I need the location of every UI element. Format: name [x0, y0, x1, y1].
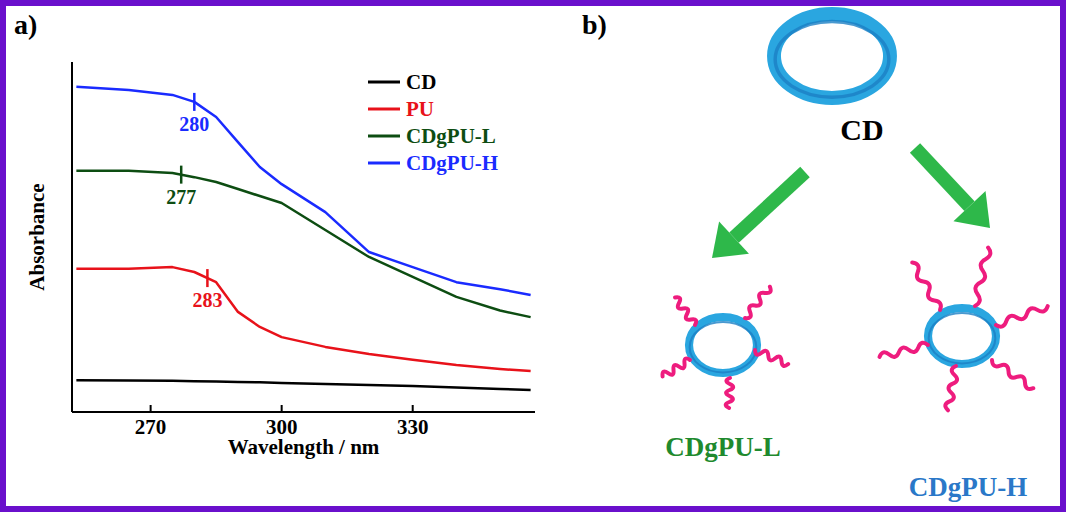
- legend-swatch: [368, 162, 400, 165]
- background: [0, 0, 1066, 512]
- arrow-head: [712, 221, 749, 258]
- peak-marker: [180, 166, 183, 184]
- peak-label: 283: [192, 289, 222, 311]
- x-axis: [72, 411, 535, 413]
- peak-marker: [206, 269, 209, 287]
- pu-chain: [745, 287, 771, 318]
- legend-swatch: [368, 108, 400, 111]
- pu-chain: [975, 248, 990, 307]
- peak-marker: [193, 93, 196, 111]
- peak-label: 280: [179, 113, 209, 135]
- legend-swatch: [368, 135, 400, 138]
- cdgpu-h-ring-shade: [929, 313, 996, 363]
- arrow-head: [953, 191, 990, 228]
- cdgpu-h-ring: [928, 308, 996, 364]
- series-line: [76, 87, 530, 295]
- product-label: CDgPU-H: [909, 472, 1027, 502]
- pu-chain: [755, 350, 788, 366]
- x-tick: [150, 405, 152, 412]
- x-tick-label: 270: [135, 415, 167, 439]
- cdgpu-l-ring-shade: [690, 322, 757, 372]
- panel-label: a): [14, 9, 37, 40]
- pu-chain: [992, 360, 1033, 389]
- pu-chain: [675, 297, 696, 325]
- peak-label: 277: [166, 186, 196, 208]
- pu-chain: [912, 263, 941, 311]
- product-label: CDgPU-L: [665, 432, 781, 462]
- arrow-shaft: [915, 148, 969, 206]
- pu-chain: [726, 378, 734, 408]
- pu-chain: [662, 358, 690, 376]
- legend-label: PU: [406, 97, 434, 121]
- cd-ring: [774, 14, 890, 98]
- cd-label: CD: [840, 113, 883, 146]
- plot-lines: [76, 87, 530, 390]
- pu-chain: [880, 343, 929, 357]
- legend-label: CDgPU-L: [406, 124, 496, 148]
- legend-label: CDgPU-H: [406, 151, 498, 175]
- x-tick-label: 330: [397, 415, 429, 439]
- cd-ring-shade: [775, 22, 889, 98]
- x-tick: [412, 405, 414, 412]
- figure: a)270300330Wavelength / nmAbsorbance2832…: [0, 0, 1066, 512]
- y-axis: [71, 62, 73, 412]
- cdgpu-l-ring: [689, 317, 757, 373]
- frame-border: [3, 3, 1063, 509]
- legend-swatch: [368, 81, 400, 84]
- legend-label: CD: [406, 70, 436, 94]
- pu-chain: [996, 306, 1048, 327]
- series-line: [76, 171, 530, 317]
- arrow-shaft: [734, 172, 805, 238]
- y-axis-title: Absorbance: [25, 183, 49, 290]
- panel-label: b): [582, 9, 607, 40]
- series-line: [76, 380, 530, 390]
- pu-chain: [945, 366, 957, 410]
- x-axis-title: Wavelength / nm: [228, 435, 380, 459]
- x-tick: [281, 405, 283, 412]
